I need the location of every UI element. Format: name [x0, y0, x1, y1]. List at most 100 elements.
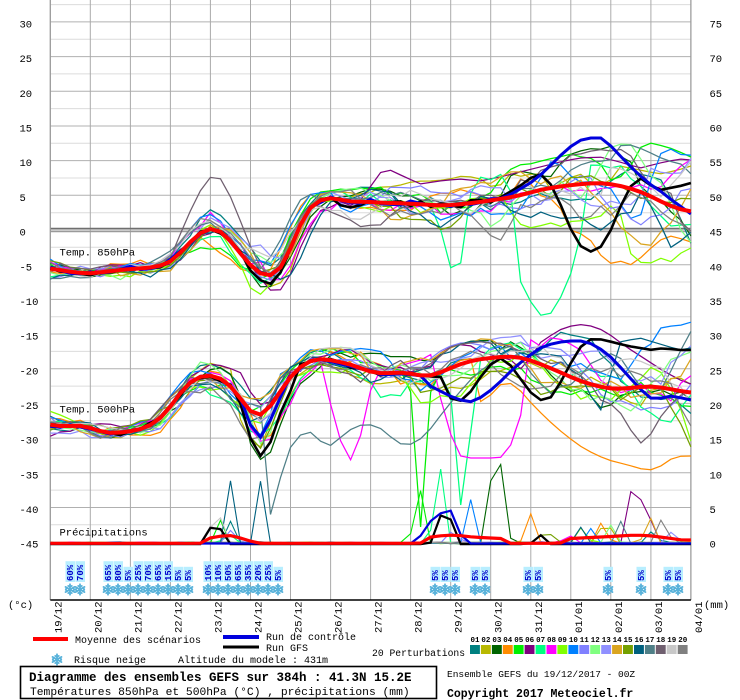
svg-text:5%: 5% — [431, 570, 441, 581]
svg-text:40: 40 — [710, 262, 723, 274]
svg-text:20: 20 — [20, 89, 33, 101]
svg-text:Diagramme des ensembles GEFS s: Diagramme des ensembles GEFS sur 384h : … — [29, 671, 412, 685]
svg-text:-45: -45 — [20, 540, 39, 552]
svg-text:23/12: 23/12 — [213, 601, 225, 633]
svg-text:5%: 5% — [441, 570, 451, 581]
svg-text:01/01: 01/01 — [574, 601, 586, 633]
svg-text:20%: 20% — [254, 564, 264, 581]
svg-text:-25: -25 — [20, 401, 39, 413]
svg-text:Températures 850hPa et 500hPa: Températures 850hPa et 500hPa (°C) , pré… — [30, 687, 410, 699]
svg-text:55: 55 — [710, 158, 723, 170]
svg-text:25%: 25% — [134, 564, 144, 581]
svg-text:5%: 5% — [274, 570, 284, 581]
svg-text:80%: 80% — [114, 564, 124, 581]
svg-text:06: 06 — [525, 637, 535, 645]
svg-text:Risque neige: Risque neige — [74, 655, 146, 667]
svg-text:02: 02 — [481, 637, 491, 645]
svg-text:30/12: 30/12 — [494, 601, 506, 633]
svg-text:-5: -5 — [20, 262, 33, 274]
svg-text:15: 15 — [710, 436, 723, 448]
svg-text:5%: 5% — [451, 570, 461, 581]
svg-text:65: 65 — [710, 89, 723, 101]
svg-text:11: 11 — [580, 637, 590, 645]
svg-text:70%: 70% — [144, 564, 154, 581]
svg-text:10%: 10% — [204, 564, 214, 581]
svg-text:31/12: 31/12 — [534, 601, 546, 633]
svg-text:5%: 5% — [664, 570, 674, 581]
svg-text:29/12: 29/12 — [454, 601, 466, 633]
svg-text:65%: 65% — [234, 564, 244, 581]
svg-text:08: 08 — [547, 637, 557, 645]
svg-text:04/01: 04/01 — [694, 601, 706, 633]
svg-text:12: 12 — [591, 637, 601, 645]
svg-text:5%: 5% — [534, 570, 544, 581]
svg-text:21/12: 21/12 — [133, 601, 145, 633]
svg-text:Ensemble GEFS du 19/12/2017 -: Ensemble GEFS du 19/12/2017 - 00Z — [447, 669, 635, 680]
svg-text:10: 10 — [20, 158, 33, 170]
svg-text:02/01: 02/01 — [614, 601, 626, 633]
svg-text:19: 19 — [667, 637, 677, 645]
svg-text:50%: 50% — [224, 564, 234, 581]
svg-text:Temp. 500hPa: Temp. 500hPa — [60, 405, 136, 417]
svg-text:25%: 25% — [264, 564, 274, 581]
svg-text:5%: 5% — [604, 570, 614, 581]
svg-text:Altitude du modele : 431m: Altitude du modele : 431m — [178, 655, 328, 667]
svg-text:17: 17 — [645, 637, 654, 645]
svg-text:-35: -35 — [20, 470, 39, 482]
svg-text:20: 20 — [710, 401, 723, 413]
svg-text:30: 30 — [20, 20, 33, 32]
svg-text:70%: 70% — [76, 564, 86, 581]
svg-text:28/12: 28/12 — [414, 601, 426, 633]
svg-text:-30: -30 — [20, 436, 39, 448]
svg-text:5%: 5% — [124, 570, 134, 581]
svg-text:5%: 5% — [481, 570, 491, 581]
svg-text:24/12: 24/12 — [254, 601, 266, 633]
svg-text:5%: 5% — [174, 570, 184, 581]
svg-text:70: 70 — [710, 54, 723, 66]
svg-text:-10: -10 — [20, 297, 39, 309]
svg-text:0: 0 — [710, 540, 716, 552]
svg-text:65%: 65% — [154, 564, 164, 581]
svg-text:25: 25 — [710, 366, 723, 378]
svg-text:60%: 60% — [66, 564, 76, 581]
svg-text:(°c): (°c) — [8, 600, 33, 612]
svg-text:30: 30 — [710, 332, 723, 344]
svg-text:5%: 5% — [637, 570, 647, 581]
svg-text:15: 15 — [623, 637, 633, 645]
svg-text:(mm): (mm) — [704, 600, 729, 612]
svg-text:20/12: 20/12 — [93, 601, 105, 633]
svg-text:26/12: 26/12 — [334, 601, 346, 633]
svg-text:5%: 5% — [184, 570, 194, 581]
svg-text:15%: 15% — [164, 564, 174, 581]
svg-text:Moyenne des scénarios: Moyenne des scénarios — [75, 635, 201, 647]
svg-text:20 Perturbations: 20 Perturbations — [372, 648, 465, 659]
svg-text:07: 07 — [536, 637, 545, 645]
svg-text:Run de contrôle: Run de contrôle — [266, 632, 356, 644]
svg-text:22/12: 22/12 — [173, 601, 185, 633]
svg-text:50: 50 — [710, 193, 723, 205]
svg-text:04: 04 — [503, 637, 513, 645]
svg-text:35: 35 — [710, 297, 723, 309]
svg-text:25: 25 — [20, 54, 33, 66]
svg-text:05: 05 — [514, 637, 524, 645]
svg-text:5: 5 — [20, 193, 26, 205]
svg-text:Précipitations: Précipitations — [60, 528, 148, 540]
svg-text:27/12: 27/12 — [374, 601, 386, 633]
svg-text:18: 18 — [656, 637, 666, 645]
svg-text:0: 0 — [20, 228, 26, 240]
svg-text:03/01: 03/01 — [654, 601, 666, 633]
svg-text:-15: -15 — [20, 332, 39, 344]
svg-text:Copyright 2017 Meteociel.fr: Copyright 2017 Meteociel.fr — [447, 688, 633, 700]
svg-text:65%: 65% — [104, 564, 114, 581]
svg-text:Temp. 850hPa: Temp. 850hPa — [60, 248, 136, 260]
svg-text:45: 45 — [710, 228, 723, 240]
svg-text:-40: -40 — [20, 505, 39, 517]
svg-text:15: 15 — [20, 124, 33, 136]
svg-text:5%: 5% — [471, 570, 481, 581]
svg-text:25/12: 25/12 — [294, 601, 306, 633]
svg-text:20: 20 — [678, 637, 688, 645]
svg-text:5%: 5% — [524, 570, 534, 581]
svg-text:01: 01 — [470, 637, 480, 645]
svg-text:13: 13 — [602, 637, 612, 645]
svg-text:-20: -20 — [20, 366, 39, 378]
